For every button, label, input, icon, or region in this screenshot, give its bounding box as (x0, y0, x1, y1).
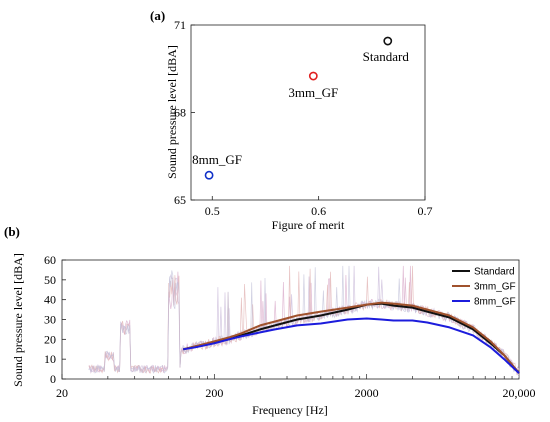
panel-b-lines (182, 301, 520, 374)
panel-a-x-tick-label-1: 0.6 (311, 204, 326, 218)
panel-a-y-tick-label-2: 71 (174, 18, 186, 32)
panel-b-legend-label-0: Standard (474, 267, 515, 278)
panel-a-x-tick-label-0: 0.5 (205, 204, 220, 218)
panel-a-point-2 (204, 170, 214, 180)
panel-b-x-tick-label-1: 200 (205, 386, 223, 400)
panel-b-y-axis-label: Sound pressure level [dBA] (11, 253, 25, 387)
panel-a-point-label-0: Standard (363, 49, 410, 64)
panel-b-background-traces (88, 265, 520, 378)
panel-b-x-tick-label-2: 2000 (355, 386, 379, 400)
panel-a-y-tick-label-1: 68 (174, 106, 186, 120)
panel-a-label: (a) (150, 8, 165, 23)
panel-b-y-tick-label-4: 40 (44, 293, 56, 307)
panel-b-series-line-2 (183, 317, 520, 374)
panel-b-y-tick-label-1: 10 (44, 352, 56, 366)
panel-b-ticks: 20 200 2000 20,000 0 10 20 30 40 50 60 (44, 253, 536, 400)
panel-a-point-label-1: 3mm_GF (288, 85, 338, 100)
panel-a-y-tick-label-0: 65 (174, 193, 186, 207)
panel-b-background-trace-2 (88, 265, 520, 376)
panel-b-x-tick-label-0: 20 (56, 386, 68, 400)
panel-a-point-0 (383, 36, 393, 46)
panel-b-y-tick-label-2: 20 (44, 332, 56, 346)
panel-b-legend-label-1: 3mm_GF (474, 282, 516, 293)
panel-a-ticks: 0.5 0.6 0.7 65 68 71 (174, 18, 433, 218)
panel-b-y-tick-label-0: 0 (50, 372, 56, 386)
panel-b-y-tick-label-5: 50 (44, 273, 56, 287)
panel-b-y-tick-label-3: 30 (44, 313, 56, 327)
panel-b-legend: Standard 3mm_GF 8mm_GF (452, 267, 516, 308)
panel-a-points: Standard 3mm_GF 8mm_GF (192, 36, 410, 180)
panel-a-point-label-2: 8mm_GF (192, 152, 242, 167)
panel-b-y-tick-label-6: 60 (44, 253, 56, 267)
panel-b-x-tick-label-3: 20,000 (503, 386, 536, 400)
panel-b-x-axis-label: Frequency [Hz] (252, 403, 328, 417)
panel-a-y-axis-label: Sound pressure level [dBA] (165, 45, 179, 179)
panel-a-point-1 (308, 71, 318, 81)
panel-b-legend-label-2: 8mm_GF (474, 297, 516, 308)
panel-b-label: (b) (4, 224, 20, 239)
panel-b-series-line-1 (182, 301, 520, 374)
panel-a-x-axis-label: Figure of merit (272, 218, 345, 232)
panel-a-x-tick-label-2: 0.7 (418, 204, 433, 218)
